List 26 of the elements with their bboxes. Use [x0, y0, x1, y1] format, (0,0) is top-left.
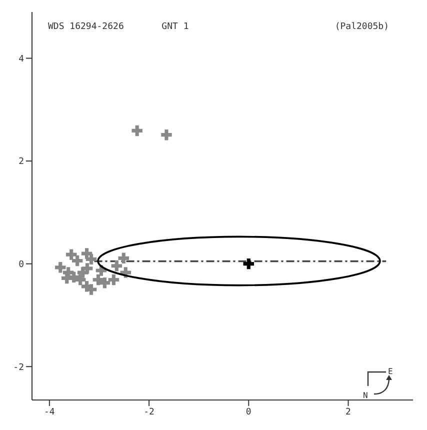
point: [243, 258, 254, 270]
x-tick-label: 2: [346, 407, 351, 418]
point: [72, 255, 83, 266]
text: GNT 1: [162, 22, 190, 32]
point: [161, 129, 172, 140]
point: [108, 274, 120, 286]
y-tick-label: 2: [18, 157, 24, 168]
x-tick-label: -2: [144, 407, 154, 418]
x-tick-label: 0: [246, 407, 252, 418]
text: WDS 16294-2626: [48, 22, 125, 32]
point: [66, 249, 77, 260]
y-tick-label: 4: [18, 54, 24, 64]
y-tick-label: -2: [13, 362, 24, 373]
point: [99, 277, 110, 288]
point: [82, 263, 93, 274]
point: [86, 254, 97, 265]
point: [61, 272, 72, 284]
y-tick-label: 0: [18, 260, 24, 270]
point: [55, 262, 66, 273]
annotation: N: [363, 391, 368, 400]
annotation: (Pal2005b): [334, 22, 390, 32]
annotation: E: [388, 367, 393, 376]
point: [111, 260, 122, 272]
point: [132, 125, 142, 136]
x-tick-label: -4: [44, 407, 55, 418]
point: [118, 252, 130, 264]
